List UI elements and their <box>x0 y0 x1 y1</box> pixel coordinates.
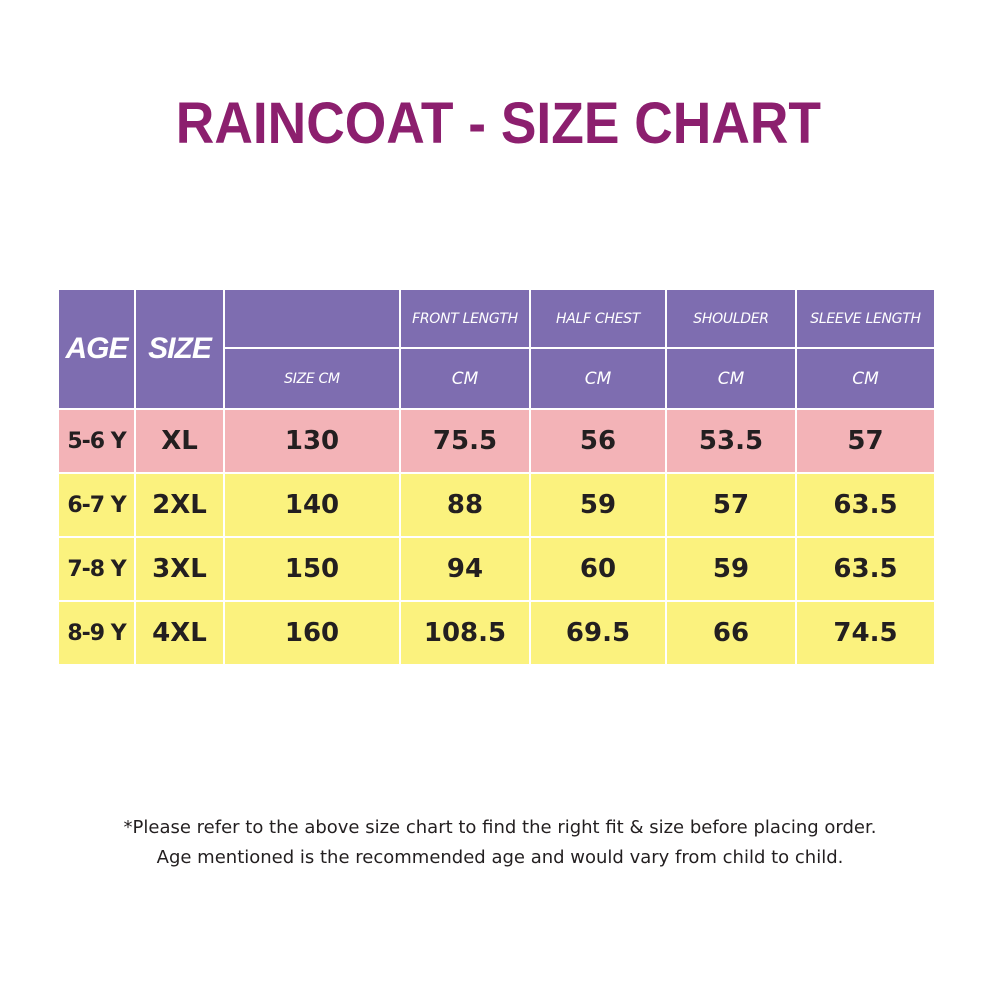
cell-shoulder: 59 <box>665 536 797 602</box>
header-unit-half-chest: CM <box>529 347 667 410</box>
header-blank <box>223 288 401 349</box>
cell-size: 2XL <box>134 472 225 538</box>
table-row: 7-8 Y 3XL 150 94 60 59 63.5 <box>57 536 936 602</box>
table-row: 5-6 Y XL 130 75.5 56 53.5 57 <box>57 408 936 474</box>
header-size-cm: SIZE CM <box>223 347 401 410</box>
cell-age: 6-7 Y <box>57 472 136 538</box>
cell-size-cm: 130 <box>223 408 401 474</box>
header-age: AGE <box>57 288 136 410</box>
cell-front-length: 94 <box>399 536 531 602</box>
header-unit-shoulder: CM <box>665 347 797 410</box>
cell-half-chest: 69.5 <box>529 600 667 666</box>
cell-sleeve-length: 63.5 <box>795 472 936 538</box>
cell-half-chest: 59 <box>529 472 667 538</box>
cell-front-length: 88 <box>399 472 531 538</box>
header-unit-sleeve-length: CM <box>795 347 936 410</box>
cell-size: 4XL <box>134 600 225 666</box>
cell-age: 8-9 Y <box>57 600 136 666</box>
cell-sleeve-length: 63.5 <box>795 536 936 602</box>
header-sleeve-length: SLEEVE LENGTH <box>795 288 936 349</box>
cell-age: 5-6 Y <box>57 408 136 474</box>
header-half-chest: HALF CHEST <box>529 288 667 349</box>
header-size: SIZE <box>134 288 225 410</box>
cell-shoulder: 66 <box>665 600 797 666</box>
page-title: RAINCOAT - SIZE CHART <box>175 91 822 156</box>
cell-age: 7-8 Y <box>57 536 136 602</box>
cell-sleeve-length: 57 <box>795 408 936 474</box>
cell-shoulder: 53.5 <box>665 408 797 474</box>
cell-size: XL <box>134 408 225 474</box>
cell-front-length: 108.5 <box>399 600 531 666</box>
cell-sleeve-length: 74.5 <box>795 600 936 666</box>
header-front-length: FRONT LENGTH <box>399 288 531 349</box>
cell-size-cm: 150 <box>223 536 401 602</box>
cell-half-chest: 60 <box>529 536 667 602</box>
size-chart-table: AGE SIZE FRONT LENGTH HALF CHEST SHOULDE… <box>57 288 936 666</box>
header-unit-front-length: CM <box>399 347 531 410</box>
cell-size-cm: 140 <box>223 472 401 538</box>
table-row: 6-7 Y 2XL 140 88 59 57 63.5 <box>57 472 936 538</box>
note-line-1: *Please refer to the above size chart to… <box>123 817 877 838</box>
cell-size-cm: 160 <box>223 600 401 666</box>
table-row: 8-9 Y 4XL 160 108.5 69.5 66 74.5 <box>57 600 936 666</box>
cell-front-length: 75.5 <box>399 408 531 474</box>
note-line-2: Age mentioned is the recommended age and… <box>156 847 844 868</box>
cell-size: 3XL <box>134 536 225 602</box>
cell-half-chest: 56 <box>529 408 667 474</box>
header-shoulder: SHOULDER <box>665 288 797 349</box>
cell-shoulder: 57 <box>665 472 797 538</box>
